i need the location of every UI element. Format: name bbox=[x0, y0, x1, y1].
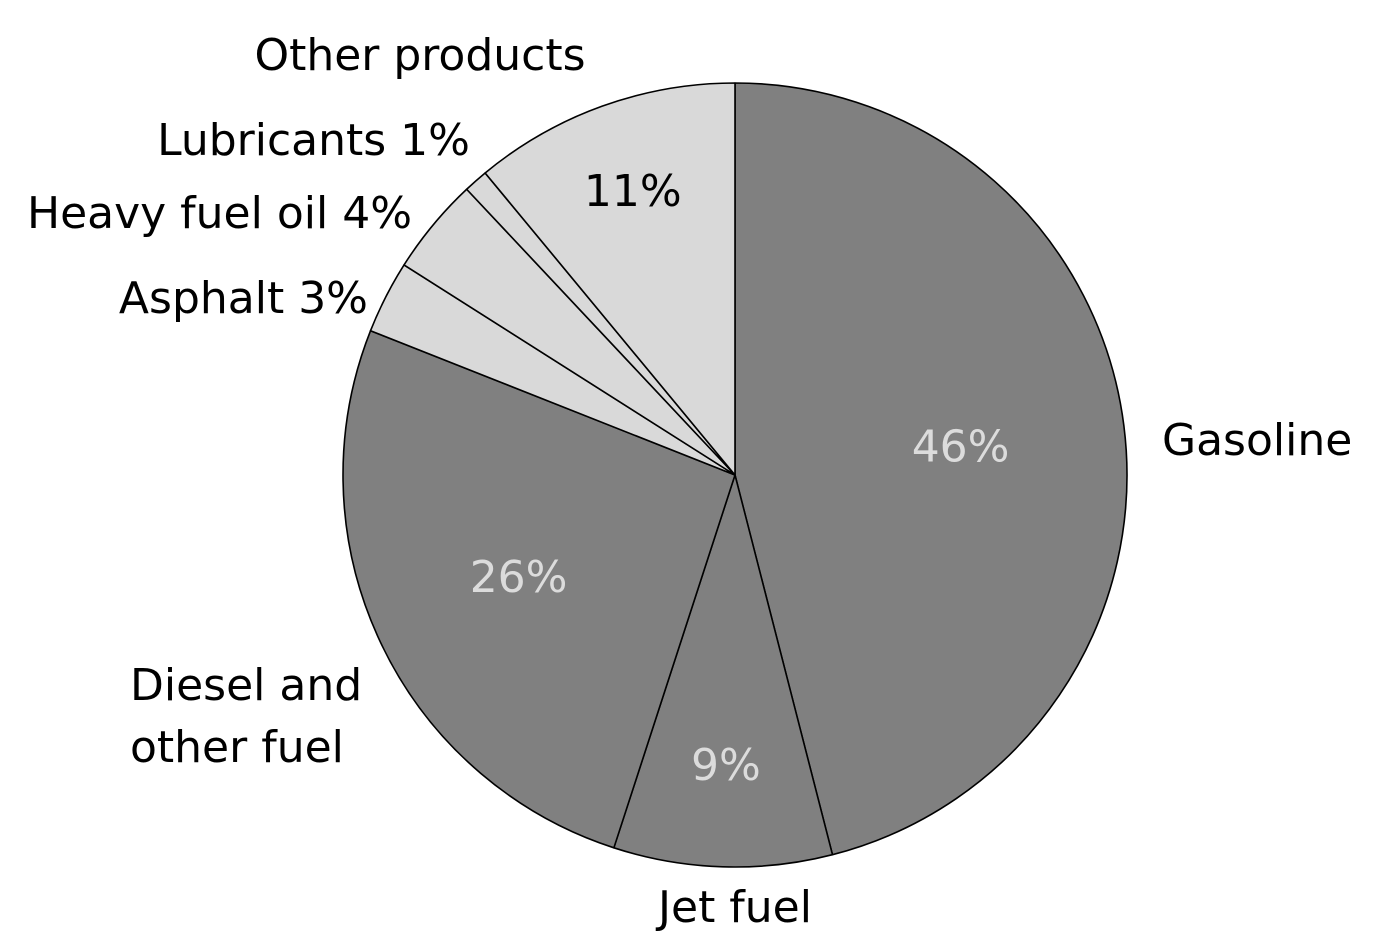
value-label-other-products: 11% bbox=[584, 166, 682, 217]
category-label-jet-fuel: Jet fuel bbox=[655, 882, 812, 933]
category-label-lubricants-1: Lubricants 1% bbox=[157, 115, 470, 166]
category-label-gasoline: Gasoline bbox=[1162, 415, 1352, 466]
slice-gasoline bbox=[734, 82, 1128, 856]
category-label-diesel-and-other-fuel: Diesel and other fuel bbox=[130, 660, 362, 773]
value-labels: 46% 9% 26% 11% bbox=[470, 166, 1010, 791]
value-label-gasoline: 46% bbox=[912, 422, 1010, 473]
value-label-diesel-and-other-fuel: 26% bbox=[470, 552, 568, 603]
category-label-heavy-fuel-oil-4: Heavy fuel oil 4% bbox=[27, 188, 412, 239]
category-label-asphalt-3: Asphalt 3% bbox=[119, 273, 368, 324]
pie-slices bbox=[342, 82, 1128, 868]
category-label-other-products: Other products bbox=[254, 30, 585, 81]
category-labels: Gasoline Jet fuel Diesel and other fuel Asph… bbox=[27, 30, 1352, 933]
value-label-jet-fuel: 9% bbox=[691, 740, 761, 791]
slice-diesel-and-other-fuel bbox=[342, 329, 736, 849]
slice-other-products bbox=[484, 82, 736, 476]
slice-jet-fuel bbox=[613, 474, 834, 868]
